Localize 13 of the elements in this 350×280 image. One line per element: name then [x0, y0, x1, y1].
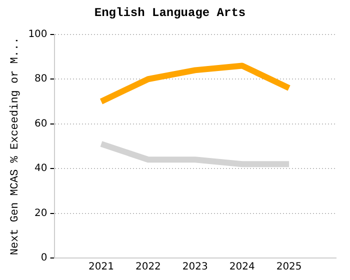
x-tick-label: 2025	[276, 262, 302, 273]
y-tick-label: 20	[34, 208, 48, 219]
y-tick-label: 80	[34, 74, 48, 85]
chart-title: English Language Arts	[94, 6, 246, 20]
y-tick-label: 100	[28, 28, 48, 40]
y-axis-title: Next Gen MCAS % Exceeding or M...	[10, 37, 22, 256]
y-tick-label: 60	[34, 118, 48, 130]
y-tick-label: 40	[34, 163, 48, 174]
x-tick-label: 2021	[88, 262, 114, 273]
x-tick-label: 2023	[182, 262, 208, 273]
x-tick-label: 2022	[135, 262, 161, 273]
y-tick-label: 0	[40, 252, 48, 264]
x-tick-label: 2024	[229, 262, 255, 273]
